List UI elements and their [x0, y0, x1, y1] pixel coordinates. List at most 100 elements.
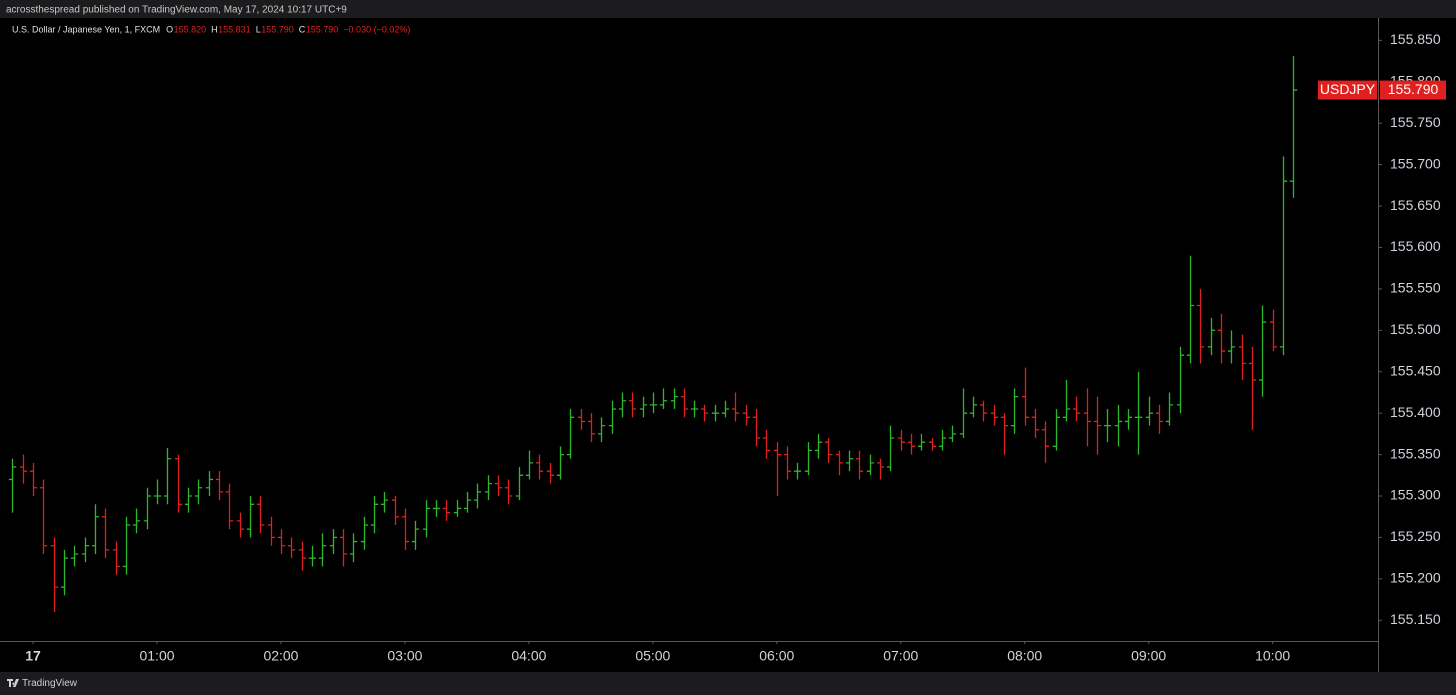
ohlc-bar	[298, 541, 307, 571]
bars	[8, 56, 1298, 613]
legend-value: −0.030 (−0.02%)	[343, 24, 410, 34]
ohlc-bar	[1134, 371, 1143, 455]
ohlc-bar	[442, 500, 451, 521]
legend-key: L	[256, 24, 261, 34]
ohlc-bar	[700, 404, 709, 422]
legend-value: 155.820	[174, 24, 207, 34]
ohlc-bar	[969, 396, 978, 418]
ohlc-bar	[824, 438, 833, 463]
ohlc-bar	[1083, 388, 1092, 447]
ohlc-bar	[752, 409, 761, 447]
price-badge	[1380, 80, 1446, 100]
ohlc-bar	[194, 479, 203, 505]
ohlc-bar	[515, 467, 524, 501]
ohlc-bar	[422, 500, 431, 538]
x-tick-label: 08:00	[1007, 648, 1042, 664]
x-tick-label: 01:00	[139, 648, 174, 664]
ohlc-bar	[670, 388, 679, 410]
y-tick-label: 155.850	[1390, 31, 1441, 47]
x-tick-label: 07:00	[883, 648, 918, 664]
ohlc-bar	[959, 388, 968, 439]
ohlc-bar	[546, 462, 555, 484]
x-tick-label: 06:00	[759, 648, 794, 664]
ohlc-bar	[39, 479, 48, 555]
ohlc-bar	[101, 508, 110, 559]
legend-key: H	[211, 24, 218, 34]
ohlc-bar	[1165, 392, 1174, 426]
ohlc-bar	[391, 496, 400, 526]
ohlc-bar	[1258, 305, 1267, 397]
ohlc-bar	[308, 545, 317, 567]
ohlc-bar	[866, 454, 875, 476]
ohlc-bar	[453, 500, 462, 517]
ohlc-bar	[205, 471, 214, 497]
ohlc-bar	[1124, 409, 1133, 430]
ohlc-bar	[122, 516, 131, 575]
footer-text: TradingView	[22, 678, 78, 689]
ohlc-bar	[1196, 288, 1205, 364]
ohlc-bar	[597, 417, 606, 443]
ohlc-bar	[1103, 409, 1112, 443]
y-tick-label: 155.700	[1390, 155, 1441, 171]
y-tick-label: 155.250	[1390, 528, 1441, 544]
tv-logo	[7, 679, 19, 687]
ohlc-bar	[504, 479, 513, 505]
legend: U.S. Dollar / Japanese Yen, 1, FXCM O 155.…	[12, 24, 410, 34]
header-text: acrossthespread published on TradingView…	[6, 5, 347, 16]
ohlc-bar	[236, 512, 245, 538]
ohlc-bar	[473, 483, 482, 509]
ohlc-bar	[711, 404, 720, 422]
ohlc-bar	[132, 508, 141, 534]
x-tick-label: 09:00	[1131, 648, 1166, 664]
y-tick-label: 155.150	[1390, 611, 1441, 627]
ohlc-bar	[112, 541, 121, 575]
ohlc-bar	[432, 500, 441, 517]
ohlc-bar	[587, 413, 596, 443]
ohlc-bar	[1186, 255, 1195, 364]
legend-key: O	[166, 24, 173, 34]
ohlc-bar	[608, 400, 617, 434]
ohlc-bar	[855, 450, 864, 480]
ohlc-bar	[1021, 367, 1030, 426]
ohlc-bar	[990, 404, 999, 426]
ohlc-bar	[1145, 396, 1154, 426]
ohlc-bar	[1093, 396, 1102, 455]
ohlc-bar	[773, 442, 782, 497]
legend-value: 155.831	[218, 24, 251, 34]
y-tick-label: 155.200	[1390, 570, 1441, 586]
footer-bar	[0, 672, 1456, 695]
ohlc-bar	[463, 491, 472, 513]
ohlc-bar	[349, 533, 358, 563]
ohlc-bar	[91, 504, 100, 555]
ohlc-bar	[380, 491, 389, 513]
ohlc-bar	[401, 508, 410, 550]
ohlc-bar	[690, 400, 699, 418]
legend-value: 155.790	[306, 24, 339, 34]
ohlc-bar	[19, 454, 28, 484]
ohlc-bar	[948, 425, 957, 443]
ohlc-bar	[1217, 313, 1226, 364]
ohlc-bar	[659, 388, 668, 410]
ohlc-bar	[1269, 309, 1278, 352]
ohlc-bar	[8, 458, 17, 513]
ohlc-bar	[174, 454, 183, 513]
ohlc-bar	[1031, 409, 1040, 439]
y-tick-label: 155.450	[1390, 362, 1441, 378]
ohlc-bar	[360, 516, 369, 550]
ohlc-bar	[577, 409, 586, 430]
ohlc-bar	[484, 475, 493, 501]
ohlc-bar	[163, 447, 172, 505]
ohlc-bar	[525, 450, 534, 480]
x-tick-label: 03:00	[387, 648, 422, 664]
ohlc-bar	[70, 545, 79, 567]
ohlc-bar	[1238, 334, 1247, 381]
ohlc-bar	[1114, 404, 1123, 447]
ohlc-bar	[153, 479, 162, 505]
ohlc-bar	[742, 404, 751, 426]
ohlc-bar	[256, 496, 265, 534]
ohlc-bar	[649, 392, 658, 414]
y-tick-label: 155.350	[1390, 445, 1441, 461]
ohlc-bar	[804, 442, 813, 476]
ohlc-bar	[1248, 346, 1257, 430]
ohlc-bar	[494, 475, 503, 497]
